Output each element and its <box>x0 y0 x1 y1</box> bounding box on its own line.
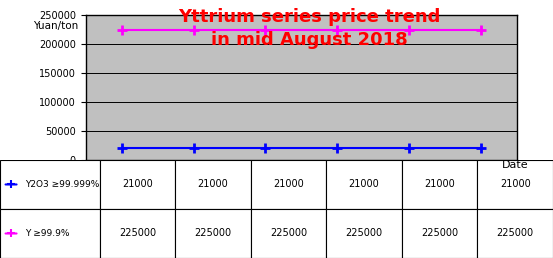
Text: Y2O3 ≥99.999%: Y2O3 ≥99.999% <box>25 180 99 189</box>
FancyBboxPatch shape <box>100 209 175 258</box>
FancyBboxPatch shape <box>402 160 477 209</box>
FancyBboxPatch shape <box>251 209 326 258</box>
Text: 21000: 21000 <box>122 180 153 189</box>
Text: 21000: 21000 <box>273 180 304 189</box>
Text: 225000: 225000 <box>497 229 534 238</box>
Text: 21000: 21000 <box>424 180 455 189</box>
Text: 225000: 225000 <box>119 229 156 238</box>
FancyBboxPatch shape <box>326 160 402 209</box>
Text: 21000: 21000 <box>349 180 379 189</box>
FancyBboxPatch shape <box>251 160 326 209</box>
FancyBboxPatch shape <box>0 209 100 258</box>
Text: Date: Date <box>502 160 528 170</box>
FancyBboxPatch shape <box>100 160 175 209</box>
Text: 225000: 225000 <box>346 229 383 238</box>
FancyBboxPatch shape <box>0 160 100 209</box>
FancyBboxPatch shape <box>175 209 251 258</box>
Text: 21000: 21000 <box>500 180 530 189</box>
FancyBboxPatch shape <box>326 209 402 258</box>
FancyBboxPatch shape <box>477 160 553 209</box>
FancyBboxPatch shape <box>402 209 477 258</box>
FancyBboxPatch shape <box>477 209 553 258</box>
Text: 21000: 21000 <box>197 180 228 189</box>
Text: Yttrium series price trend
in mid August 2018: Yttrium series price trend in mid August… <box>179 8 441 49</box>
FancyBboxPatch shape <box>175 160 251 209</box>
Text: 225000: 225000 <box>270 229 307 238</box>
Text: Yuan/ton: Yuan/ton <box>33 21 78 31</box>
Text: Y ≥99.9%: Y ≥99.9% <box>25 229 69 238</box>
Text: 225000: 225000 <box>194 229 232 238</box>
Text: 225000: 225000 <box>421 229 458 238</box>
